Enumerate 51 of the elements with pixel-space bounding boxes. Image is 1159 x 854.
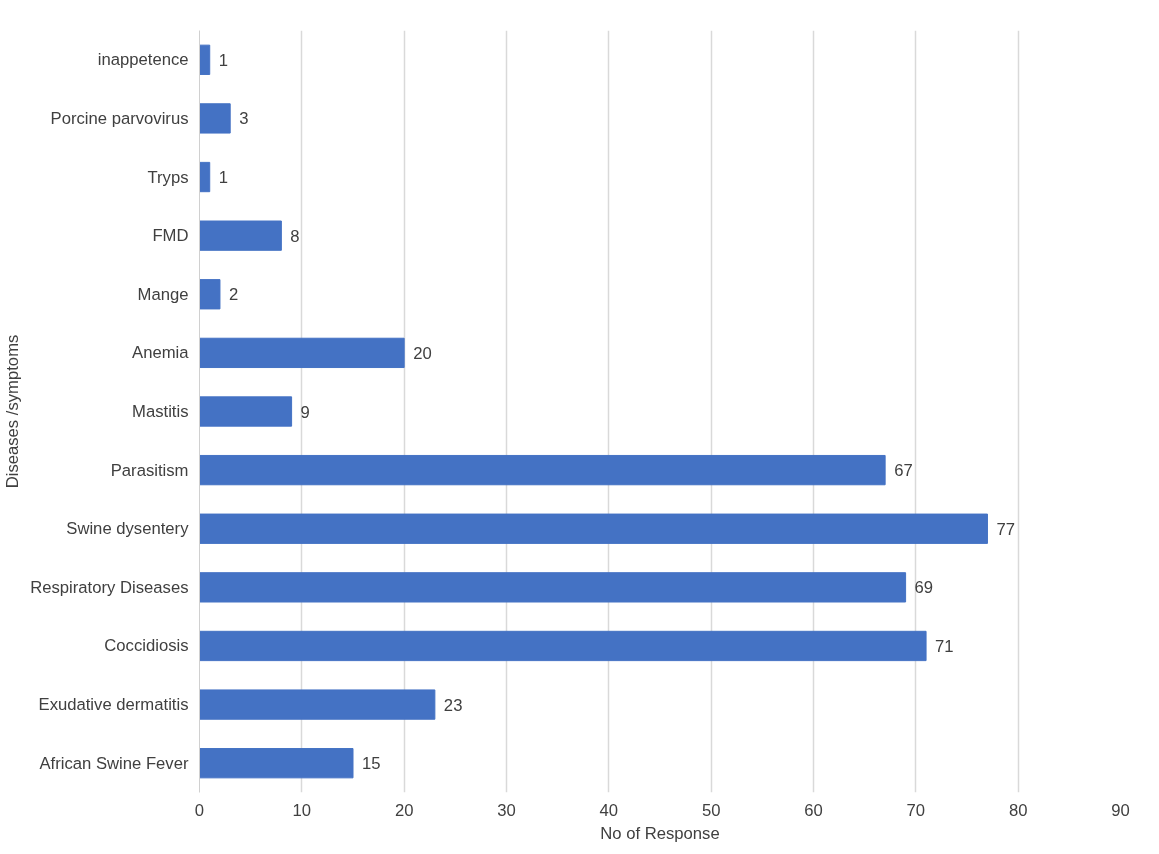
- bar: [199, 161, 211, 193]
- bar: [199, 44, 211, 75]
- bar: [199, 454, 886, 486]
- data-label: 1: [218, 50, 228, 70]
- y-tick-label: Coccidiosis: [104, 636, 189, 656]
- data-label: 20: [413, 343, 432, 363]
- data-label: 1: [218, 168, 228, 188]
- x-tick-label: 80: [1008, 800, 1028, 820]
- data-label: 77: [996, 519, 1015, 539]
- x-tick-label: 60: [804, 800, 823, 820]
- data-label: 15: [362, 754, 381, 774]
- data-label: 9: [300, 402, 310, 422]
- bar: [199, 220, 282, 251]
- y-tick-label: Tryps: [147, 167, 189, 187]
- bar: [199, 103, 231, 134]
- data-label: 67: [894, 461, 913, 481]
- y-tick-label: Parasitism: [110, 460, 189, 480]
- y-tick-label: African Swine Fever: [39, 753, 189, 773]
- x-tick-label: 0: [194, 800, 205, 820]
- y-axis-title: Diseases /symptoms: [3, 334, 23, 489]
- data-label: 3: [239, 109, 249, 129]
- bar: [199, 689, 436, 720]
- x-tick-label: 90: [1111, 800, 1130, 820]
- y-tick-label: Porcine parvovirus: [50, 108, 189, 128]
- y-tick-label: Mange: [137, 284, 189, 304]
- data-label: 69: [914, 578, 934, 598]
- x-tick-label: 30: [497, 800, 516, 820]
- data-label: 2: [228, 285, 239, 305]
- data-label: 8: [290, 226, 300, 246]
- bar: [199, 572, 907, 603]
- bar: [199, 513, 988, 544]
- x-axis-title: No of Response: [600, 823, 720, 843]
- x-tick-label: 40: [599, 800, 619, 820]
- bar: [199, 748, 354, 779]
- y-tick-label: Mastitis: [132, 402, 189, 421]
- y-tick-label: Swine dysentery: [66, 519, 190, 539]
- y-tick-label: Anemia: [132, 343, 190, 363]
- x-tick-label: 50: [701, 800, 721, 820]
- data-label: 23: [443, 695, 463, 715]
- x-tick-label: 70: [906, 800, 926, 820]
- bar: [199, 337, 405, 369]
- bar: [199, 396, 293, 427]
- data-label: 71: [935, 636, 954, 656]
- y-tick-label: inappetence: [97, 50, 189, 70]
- y-tick-label: FMD: [152, 226, 189, 246]
- x-tick-label: 10: [292, 800, 312, 820]
- y-tick-label: Exudative dermatitis: [38, 695, 189, 715]
- y-tick-label: Respiratory Diseases: [30, 577, 189, 597]
- x-tick-label: 20: [394, 800, 414, 820]
- bar: [199, 630, 927, 662]
- bar: [199, 279, 221, 310]
